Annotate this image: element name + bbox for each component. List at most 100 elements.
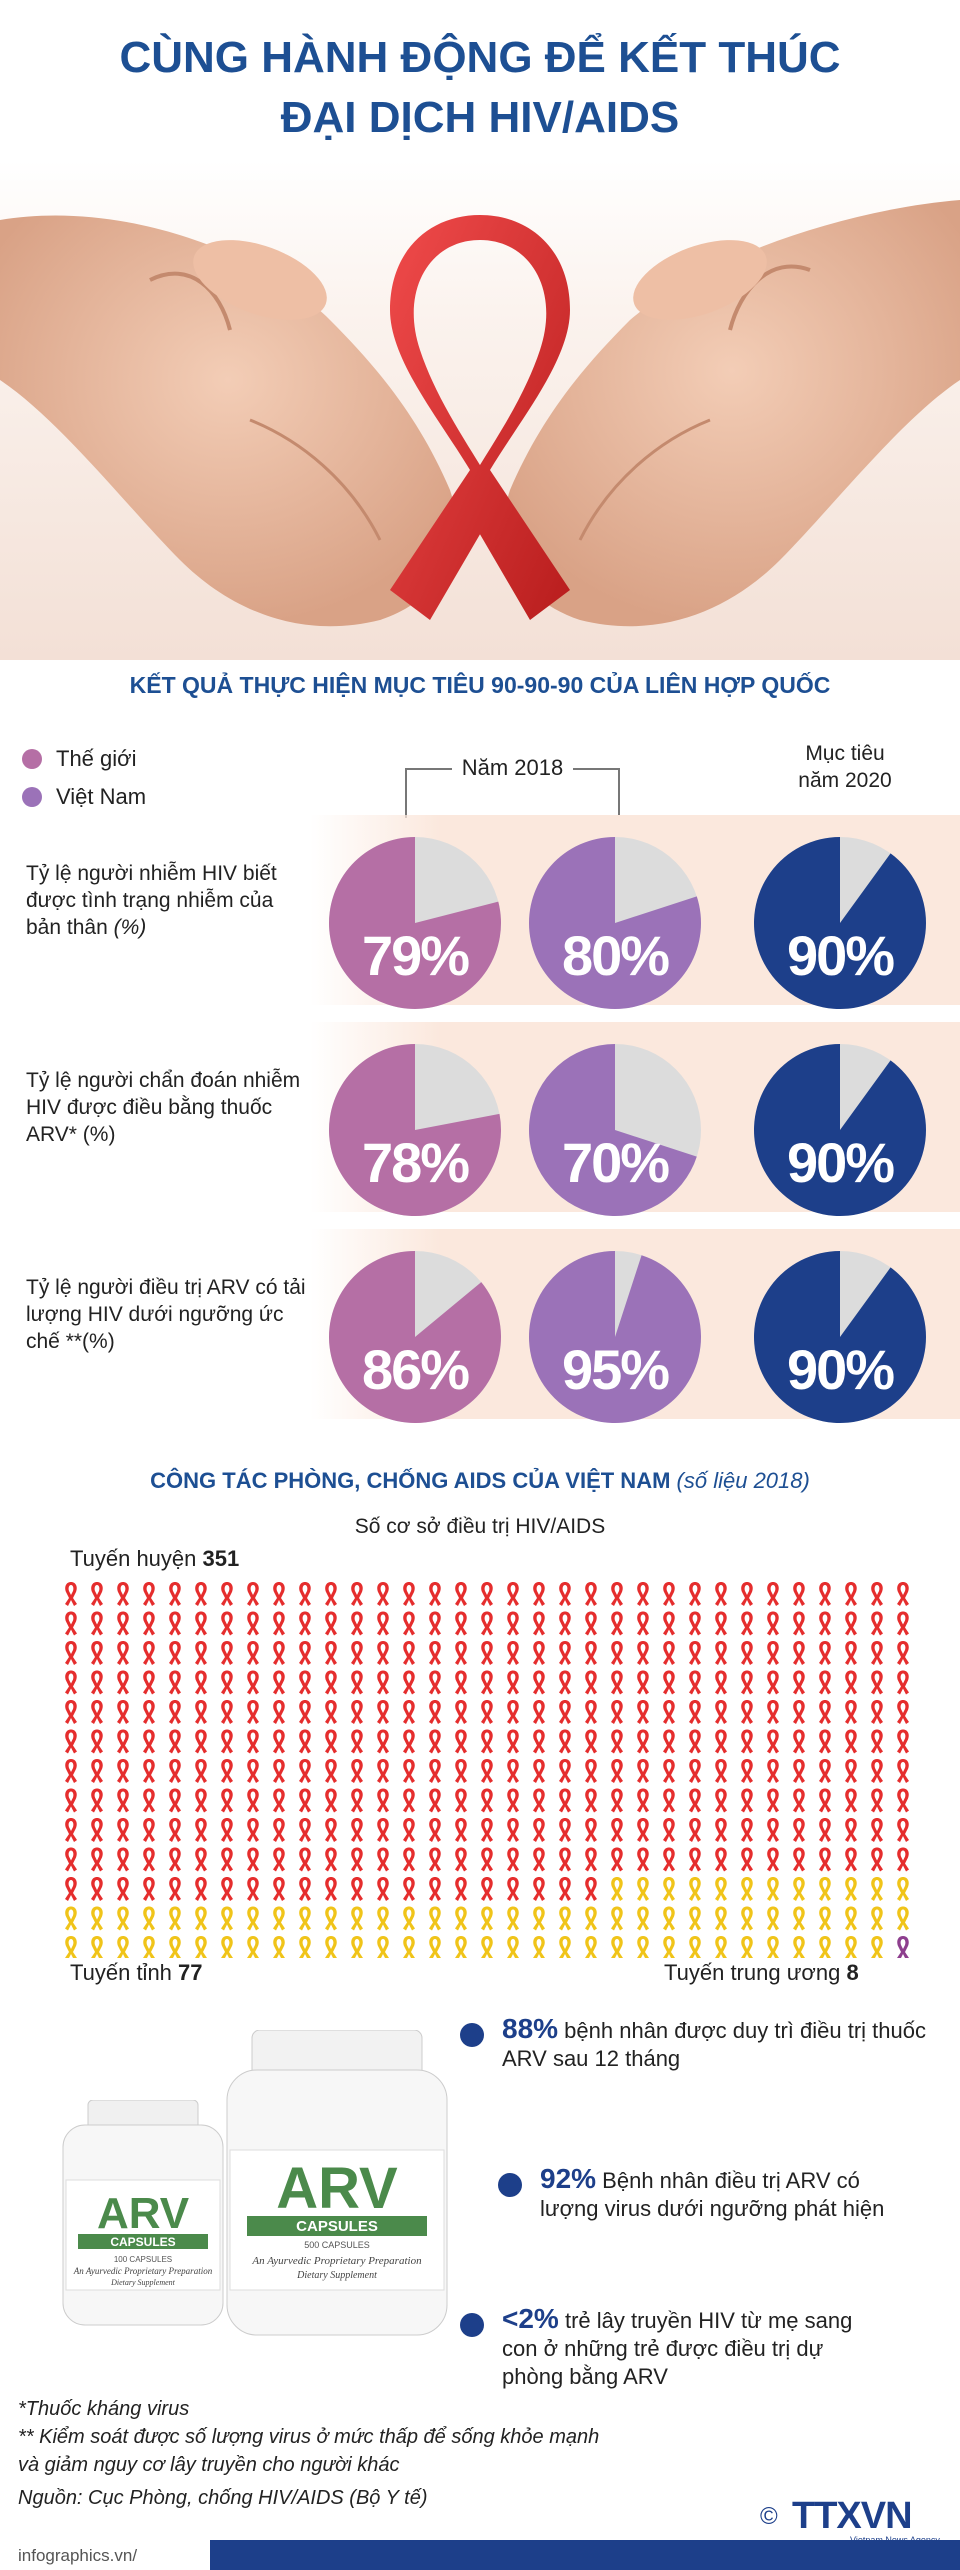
ribbon-icon	[585, 1877, 597, 1901]
ribbon-icon	[793, 1906, 805, 1931]
ribbon-icon	[429, 1759, 441, 1783]
ribbon-icon	[403, 1582, 415, 1606]
ribbon-icon	[715, 1641, 727, 1665]
ribbon-icon	[689, 1788, 701, 1813]
ribbon-icon	[481, 1582, 493, 1606]
ribbon-icon	[299, 1582, 311, 1606]
ribbon-icon	[533, 1906, 545, 1931]
ribbon-icon	[273, 1641, 285, 1665]
footer-bar	[210, 2540, 960, 2570]
pie-target: 90%	[752, 1042, 928, 1218]
ribbon-icon	[351, 1788, 363, 1813]
ribbon-icon	[585, 1759, 597, 1783]
ribbon-icon	[767, 1641, 779, 1665]
ribbon-icon	[767, 1877, 779, 1901]
ribbon-icon	[351, 1700, 363, 1724]
ribbon-icon	[247, 1729, 259, 1754]
ribbon-icon	[741, 1759, 753, 1783]
ribbon-icon	[117, 1759, 129, 1783]
ribbon-icon	[819, 1818, 831, 1842]
ribbon-icon	[793, 1877, 805, 1901]
ribbon-icon	[247, 1847, 259, 1872]
ribbon-icon	[897, 1700, 909, 1724]
ribbon-icon	[117, 1641, 129, 1665]
ribbon-icon	[871, 1700, 883, 1724]
ribbon-icon	[117, 1582, 129, 1606]
ribbon-icon	[169, 1936, 181, 1960]
ribbon-icon	[351, 1877, 363, 1901]
ribbon-icon	[819, 1611, 831, 1636]
ribbon-icon	[221, 1877, 233, 1901]
ribbon-icon	[793, 1936, 805, 1960]
footer-site-link[interactable]: infographics.vn/	[18, 2546, 138, 2565]
goal-row-2: Tỷ lệ người chẩn đoán nhiễm HIV được điề…	[0, 1022, 960, 1216]
title-line-1: CÙNG HÀNH ĐỘNG ĐỂ KẾT THÚC	[119, 33, 841, 82]
ribbon-icon	[377, 1670, 389, 1695]
ribbon-icon	[481, 1641, 493, 1665]
ribbon-icon	[793, 1759, 805, 1783]
ribbon-icon	[429, 1729, 441, 1754]
ribbon-icon	[637, 1847, 649, 1872]
ribbon-icon	[403, 1906, 415, 1931]
ribbon-icon	[481, 1847, 493, 1872]
pie-slice	[329, 1044, 501, 1216]
ribbon-icon	[377, 1818, 389, 1842]
ribbon-icon	[663, 1582, 675, 1606]
pie-vietnam: 70%	[527, 1042, 703, 1218]
bullet-icon	[498, 2173, 522, 2197]
pie-world: 78%	[327, 1042, 503, 1218]
ribbon-icon	[117, 1818, 129, 1842]
ribbon-icon	[845, 1818, 857, 1842]
ribbon-icon	[351, 1611, 363, 1636]
ribbon-icon	[65, 1877, 77, 1901]
ribbon-icon	[585, 1818, 597, 1842]
ribbon-icon	[507, 1847, 519, 1872]
ribbon-icon	[897, 1729, 909, 1754]
ribbon-icon	[403, 1818, 415, 1842]
ribbon-icon	[91, 1670, 103, 1695]
ribbon-icon	[325, 1700, 337, 1724]
ribbon-icon	[429, 1641, 441, 1665]
ribbon-icon	[793, 1611, 805, 1636]
ribbon-icon	[169, 1670, 181, 1695]
ribbon-icon	[91, 1936, 103, 1960]
ribbon-icon	[377, 1582, 389, 1606]
pie-slice	[529, 837, 701, 1009]
ribbon-icon	[65, 1936, 77, 1960]
ribbon-icon	[897, 1936, 909, 1960]
ribbon-icon	[221, 1788, 233, 1813]
ribbon-icon	[533, 1641, 545, 1665]
ribbon-icon	[169, 1641, 181, 1665]
ribbon-icon	[299, 1641, 311, 1665]
ribbon-icon	[585, 1936, 597, 1960]
ribbon-icon	[533, 1788, 545, 1813]
ribbon-icon	[559, 1670, 571, 1695]
ribbon-icon	[611, 1759, 623, 1783]
ribbon-icon	[351, 1759, 363, 1783]
ribbon-icon	[585, 1788, 597, 1813]
ribbon-icon	[871, 1818, 883, 1842]
ribbon-icon	[455, 1670, 467, 1695]
ribbon-icon	[273, 1877, 285, 1901]
ribbon-icon	[793, 1788, 805, 1813]
ribbon-icon	[247, 1788, 259, 1813]
ribbon-icon	[221, 1906, 233, 1931]
row-label: Tỷ lệ người chẩn đoán nhiễm HIV được điề…	[26, 1069, 301, 1146]
ribbon-icon	[481, 1818, 493, 1842]
ribbon-icon	[845, 1759, 857, 1783]
svg-text:500 CAPSULES: 500 CAPSULES	[304, 2240, 370, 2250]
ribbon-icon	[429, 1582, 441, 1606]
ribbon-icon	[715, 1759, 727, 1783]
ribbon-icon	[559, 1759, 571, 1783]
pie-slice	[329, 1251, 501, 1423]
ribbon-icon	[273, 1788, 285, 1813]
ribbon-icon	[611, 1582, 623, 1606]
ribbon-icon	[377, 1877, 389, 1901]
ribbon-icon	[507, 1759, 519, 1783]
ribbon-icon	[871, 1582, 883, 1606]
ribbon-icon	[247, 1670, 259, 1695]
ribbon-icon	[507, 1877, 519, 1901]
ribbon-icon	[637, 1670, 649, 1695]
ribbon-icon	[559, 1611, 571, 1636]
ribbon-icon	[507, 1700, 519, 1724]
